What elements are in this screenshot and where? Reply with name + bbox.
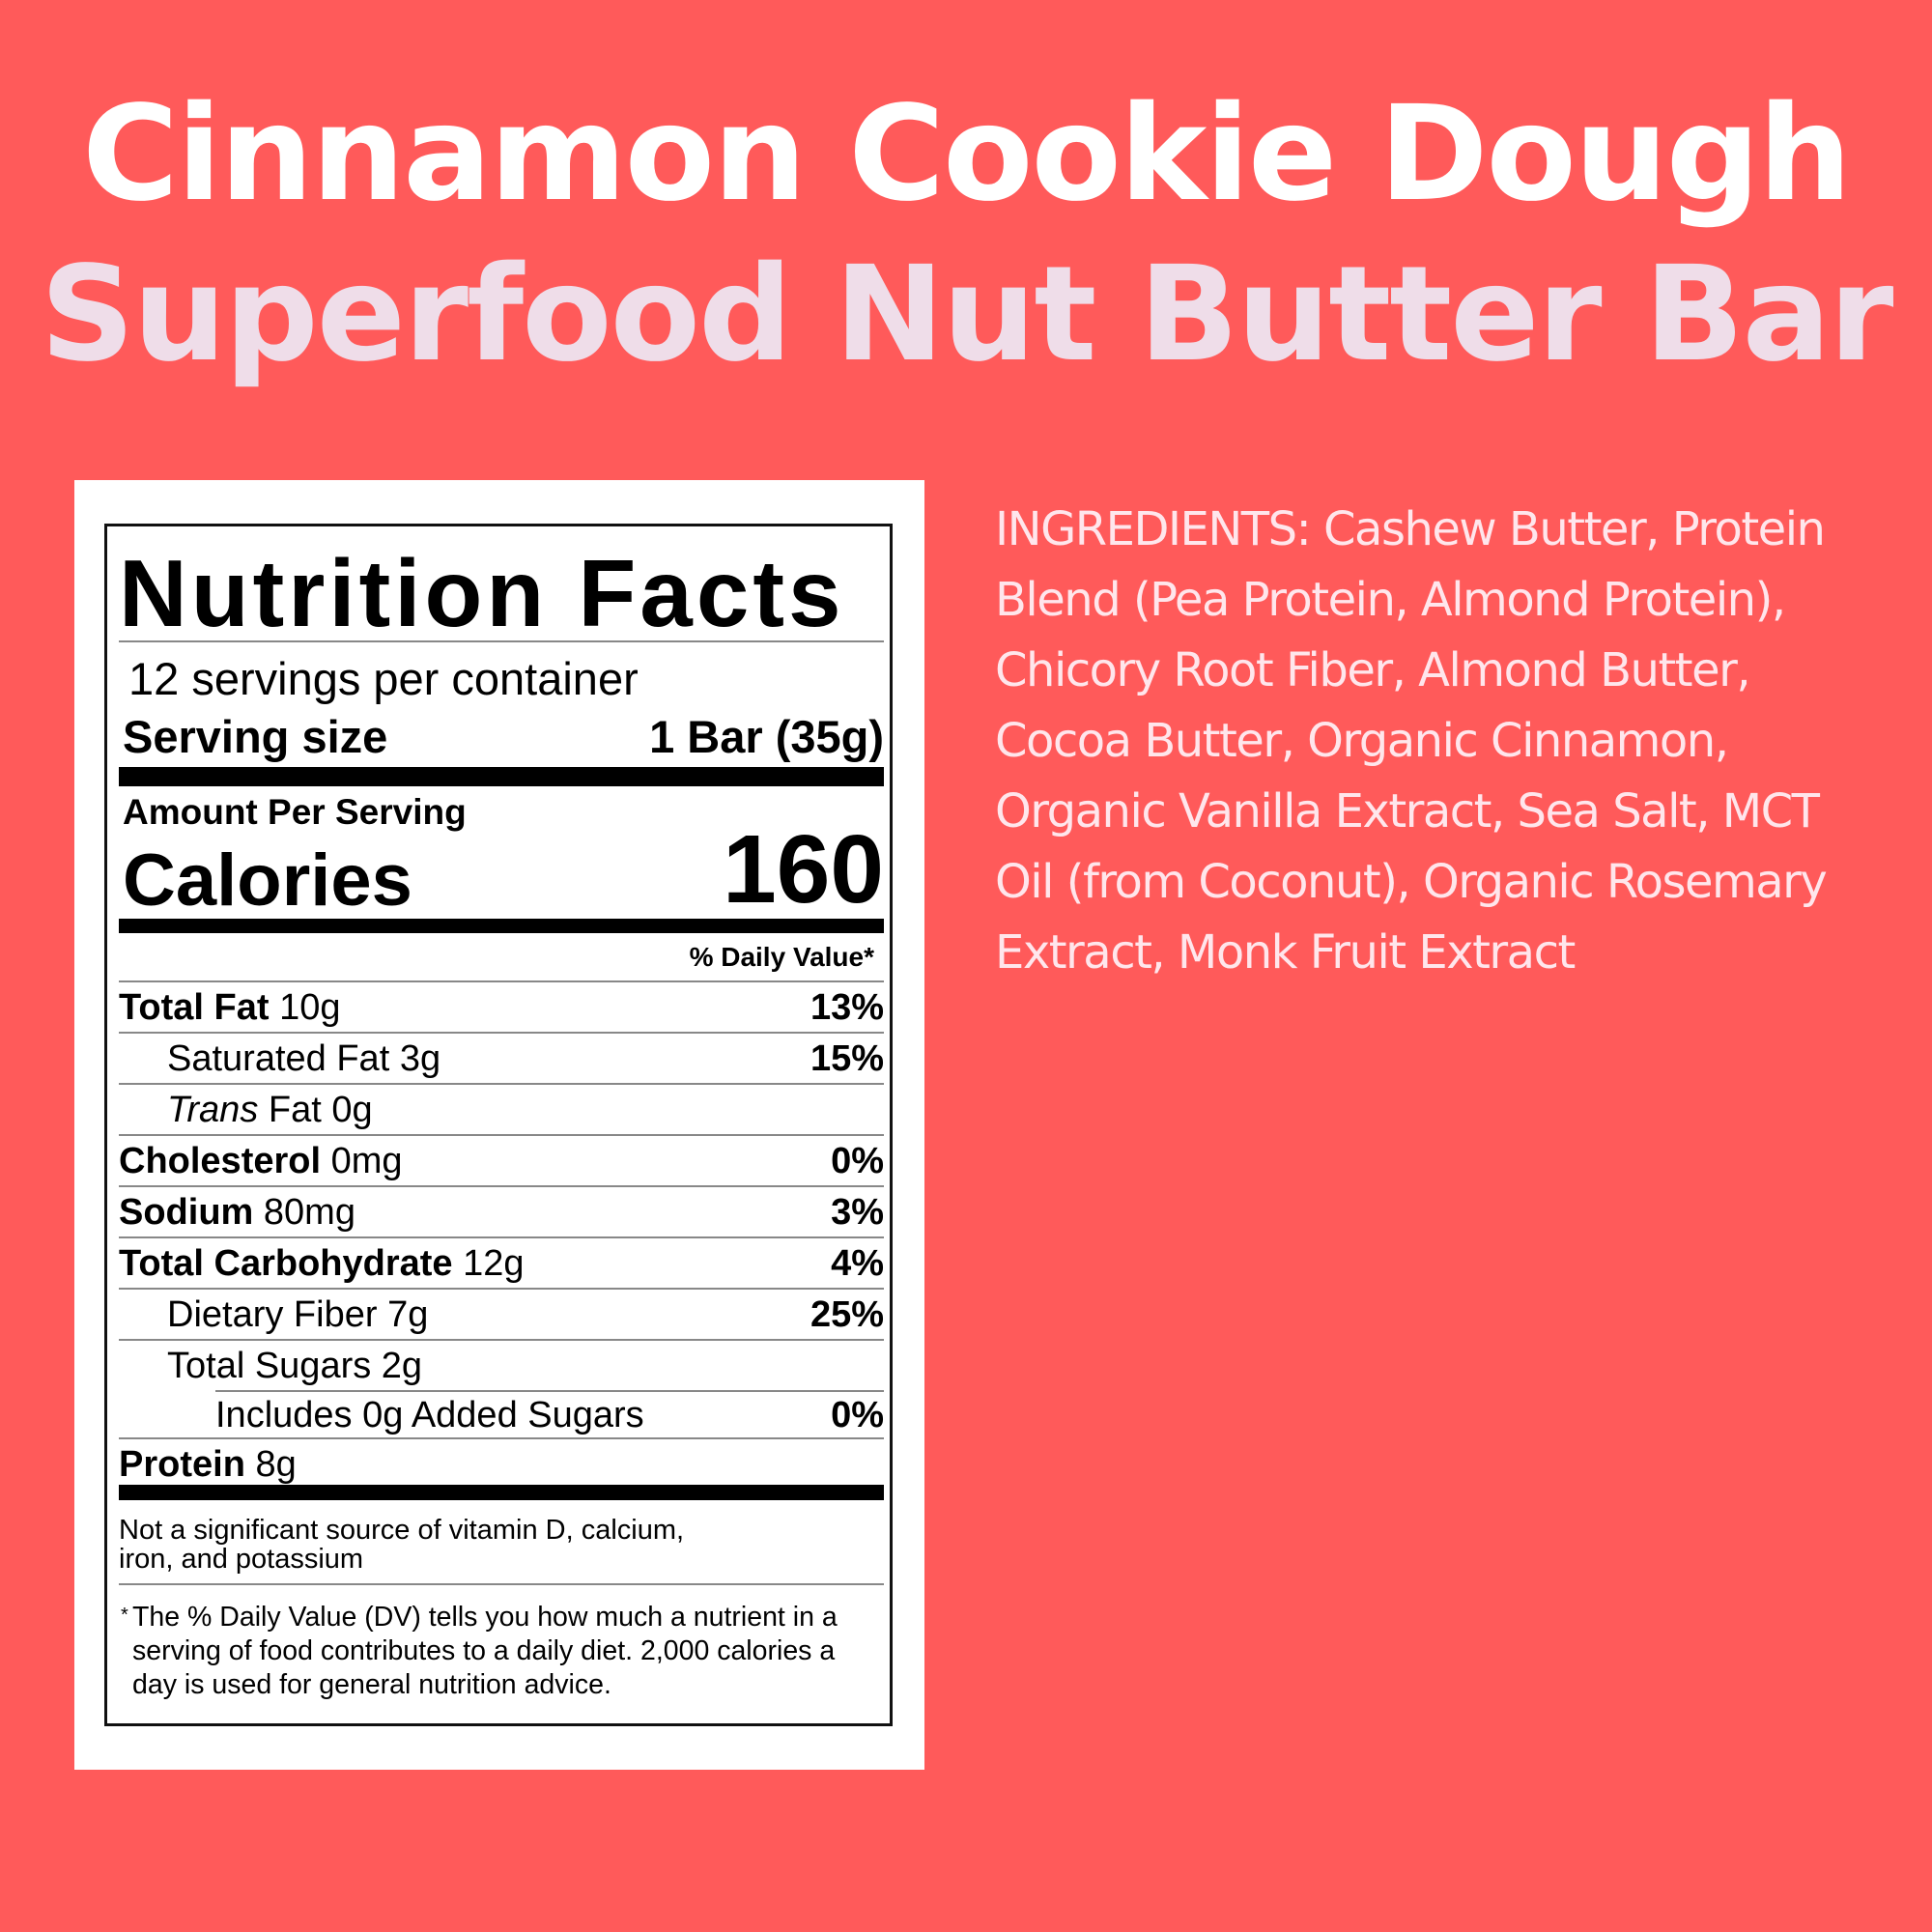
- thick-divider: [119, 919, 884, 933]
- nutrition-facts-label: Nutrition Facts 12 servings per containe…: [104, 524, 893, 1726]
- servings-per-container: 12 servings per container: [128, 653, 639, 704]
- calories-row: Calories 160: [123, 821, 884, 918]
- nutrient-row-total-sugars: Total Sugars 2g: [119, 1339, 884, 1390]
- serving-size-label: Serving size: [123, 711, 388, 762]
- nutrient-row-sodium: Sodium 80mg 3%: [119, 1185, 884, 1236]
- nutrient-row-total-carbohydrate: Total Carbohydrate 12g 4%: [119, 1236, 884, 1288]
- product-title-line1: Cinnamon Cookie Dough: [82, 78, 1852, 231]
- daily-value-header: % Daily Value*: [689, 942, 874, 972]
- daily-value-footnote: * The % Daily Value (DV) tells you how mu…: [121, 1602, 838, 1700]
- ingredients-list: INGREDIENTS: Cashew Butter, Protein Blen…: [995, 502, 1828, 980]
- product-title-line2: Superfood Nut Butter Bar: [40, 239, 1894, 391]
- calories-label: Calories: [123, 839, 412, 922]
- thick-divider: [119, 767, 884, 786]
- divider: [119, 1583, 884, 1585]
- nutrient-row-trans-fat: Trans Fat 0g: [119, 1083, 884, 1134]
- divider: [119, 640, 884, 642]
- nutrient-row-dietary-fiber: Dietary Fiber 7g 25%: [119, 1288, 884, 1339]
- thick-divider: [119, 1485, 884, 1500]
- nutrient-row-cholesterol: Cholesterol 0mg 0%: [119, 1134, 884, 1185]
- calories-value: 160: [723, 815, 884, 923]
- not-significant-note: Not a significant source of vitamin D, c…: [119, 1515, 685, 1575]
- nutrient-row-saturated-fat: Saturated Fat 3g 15%: [119, 1032, 884, 1083]
- nutrient-row-added-sugars: Includes 0g Added Sugars 0%: [215, 1390, 884, 1437]
- nutrient-table: Total Fat 10g 13% Saturated Fat 3g 15% Tra…: [119, 980, 884, 1489]
- nutrition-facts-title: Nutrition Facts: [119, 540, 845, 646]
- nutrient-row-protein: Protein 8g: [119, 1437, 884, 1489]
- serving-size-row: Serving size 1 Bar (35g): [123, 710, 884, 763]
- serving-size-value: 1 Bar (35g): [649, 711, 884, 762]
- nutrient-row-total-fat: Total Fat 10g 13%: [119, 980, 884, 1032]
- amount-per-serving: Amount Per Serving: [123, 792, 467, 832]
